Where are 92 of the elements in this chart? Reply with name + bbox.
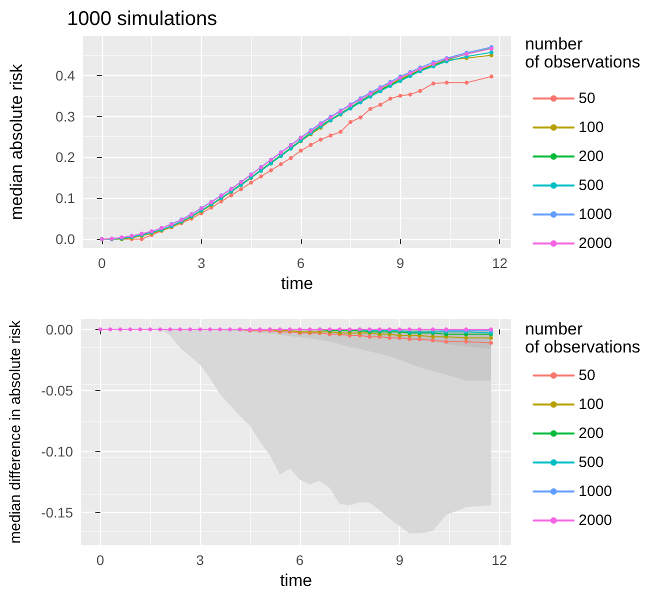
point bbox=[128, 327, 132, 332]
y-tick-label: 0.1 bbox=[56, 190, 76, 206]
y-axis-title: median absolute risk bbox=[7, 64, 26, 220]
y-tick-label: 0.0 bbox=[56, 231, 76, 248]
x-tick-label: 12 bbox=[492, 552, 508, 568]
point bbox=[178, 327, 182, 332]
point bbox=[259, 174, 264, 178]
point bbox=[239, 187, 244, 192]
legend-label: 50 bbox=[578, 367, 596, 384]
point bbox=[388, 96, 392, 101]
point bbox=[430, 338, 435, 342]
point bbox=[148, 327, 152, 332]
point bbox=[431, 82, 436, 86]
legend-title: number of observations bbox=[525, 320, 640, 356]
point bbox=[168, 327, 172, 332]
y-tick-label: -0.15 bbox=[41, 504, 74, 521]
point bbox=[338, 130, 343, 134]
point bbox=[489, 50, 494, 54]
legend-title: number of observations bbox=[525, 34, 640, 72]
x-tick-label: 0 bbox=[96, 552, 104, 568]
point bbox=[138, 327, 142, 332]
point bbox=[158, 327, 162, 332]
point bbox=[368, 334, 372, 339]
point bbox=[268, 168, 273, 172]
point bbox=[489, 336, 494, 340]
y-tick-label: 0.3 bbox=[56, 108, 76, 124]
point bbox=[418, 327, 422, 332]
y-tick-label: -0.05 bbox=[41, 382, 74, 398]
y-axis-title: median difference in absolute risk bbox=[7, 320, 24, 544]
point bbox=[278, 162, 283, 166]
point bbox=[408, 92, 412, 97]
x-tick-label: 0 bbox=[98, 255, 106, 272]
point bbox=[249, 180, 254, 185]
point bbox=[208, 327, 212, 332]
point bbox=[118, 327, 122, 332]
legend-label: 1000 bbox=[578, 206, 612, 223]
point bbox=[358, 115, 362, 120]
point bbox=[430, 334, 435, 339]
point bbox=[489, 340, 494, 345]
point bbox=[98, 327, 102, 332]
legend-label: 100 bbox=[578, 119, 604, 136]
y-tick-label: 0.4 bbox=[56, 67, 76, 84]
point bbox=[464, 340, 468, 344]
legend-label: 200 bbox=[578, 425, 604, 442]
point bbox=[298, 148, 303, 153]
x-tick-label: 9 bbox=[396, 255, 404, 272]
point bbox=[328, 134, 333, 138]
point bbox=[228, 327, 232, 332]
chart-title: 1000 simulations bbox=[67, 8, 218, 30]
x-axis-title: time bbox=[280, 571, 312, 590]
point bbox=[408, 327, 412, 332]
point bbox=[489, 74, 494, 79]
point bbox=[398, 94, 402, 98]
x-tick-label: 6 bbox=[296, 255, 305, 272]
point bbox=[308, 142, 313, 147]
point bbox=[368, 106, 372, 111]
point bbox=[288, 156, 293, 160]
x-tick-label: 9 bbox=[396, 552, 404, 568]
legend-label: 2000 bbox=[578, 512, 612, 529]
x-tick-label: 12 bbox=[492, 255, 508, 272]
y-tick-label: 0.2 bbox=[56, 149, 76, 166]
legend-label: 50 bbox=[578, 90, 596, 107]
point bbox=[444, 340, 448, 344]
legend-label: 500 bbox=[578, 177, 604, 194]
x-tick-label: 3 bbox=[197, 255, 206, 272]
point bbox=[218, 327, 222, 332]
point bbox=[348, 120, 353, 124]
point bbox=[388, 336, 392, 340]
point bbox=[378, 102, 382, 107]
legend-label: 500 bbox=[578, 454, 604, 471]
point bbox=[418, 88, 422, 93]
point bbox=[198, 327, 202, 332]
point bbox=[408, 337, 412, 342]
point bbox=[398, 333, 402, 338]
y-tick-label: 0.00 bbox=[46, 321, 74, 338]
y-tick-label: -0.10 bbox=[41, 444, 74, 460]
legend-label: 1000 bbox=[578, 483, 612, 500]
point bbox=[444, 80, 449, 85]
point bbox=[298, 327, 302, 332]
x-tick-label: 3 bbox=[196, 552, 204, 568]
point bbox=[418, 337, 422, 342]
x-tick-label: 6 bbox=[296, 552, 304, 568]
point bbox=[318, 138, 323, 142]
legend-label: 2000 bbox=[578, 235, 612, 252]
point bbox=[108, 327, 112, 332]
legend-label: 200 bbox=[578, 148, 604, 165]
point bbox=[188, 327, 192, 332]
point bbox=[308, 327, 312, 332]
legend-label: 100 bbox=[578, 396, 604, 413]
point bbox=[464, 80, 469, 85]
x-axis-title: time bbox=[280, 274, 314, 293]
point bbox=[464, 336, 468, 340]
